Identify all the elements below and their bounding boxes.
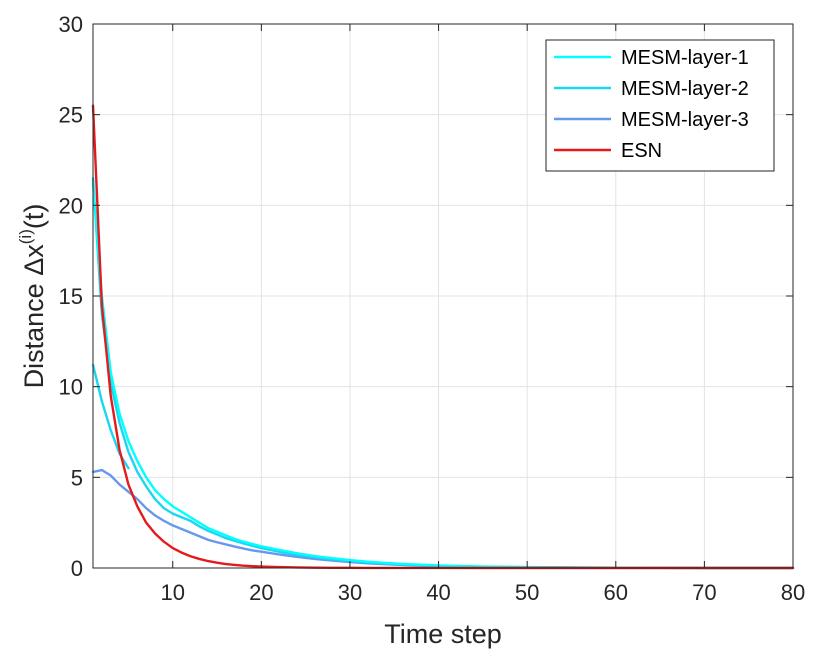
y-tick-label: 10 (59, 375, 83, 400)
y-tick-label: 15 (59, 284, 83, 309)
y-axis-title-main: Distance (19, 276, 49, 389)
y-tick-label: 5 (71, 465, 83, 490)
x-tick-label: 30 (338, 580, 362, 605)
legend-label-mesm-layer-3: MESM-layer-3 (621, 109, 749, 131)
y-tick-label: 25 (59, 103, 83, 128)
legend: MESM-layer-1 MESM-layer-2 MESM-layer-3 ESN (545, 39, 775, 172)
legend-label-mesm-layer-1: MESM-layer-1 (621, 47, 749, 69)
legend-label-esn: ESN (621, 140, 662, 162)
y-axis-title-suffix: (t) (19, 204, 49, 229)
legend-label-mesm-layer-2: MESM-layer-2 (621, 78, 749, 100)
x-tick-label: 40 (426, 580, 450, 605)
x-tick-label: 20 (249, 580, 273, 605)
x-axis-title: Time step (384, 619, 502, 649)
y-axis-title: Distance Δx(i)(t) (16, 204, 49, 389)
tick-labels: 10 20 30 40 50 60 70 80 0 5 10 15 20 25 30 (59, 12, 806, 605)
y-tick-label: 30 (59, 12, 83, 37)
x-tick-label: 70 (692, 580, 716, 605)
tick-marks (93, 23, 794, 569)
x-tick-label: 50 (515, 580, 539, 605)
y-tick-label: 20 (59, 193, 83, 218)
x-tick-label: 10 (161, 580, 185, 605)
x-tick-label: 80 (781, 580, 805, 605)
series-group (91, 104, 795, 570)
y-axis-title-delta: Δx (19, 244, 49, 276)
y-axis-title-superscript: (i) (16, 229, 35, 244)
x-tick-label: 60 (604, 580, 628, 605)
y-tick-label: 0 (71, 556, 83, 581)
legend-items: MESM-layer-1 MESM-layer-2 MESM-layer-3 ESN (554, 47, 749, 162)
